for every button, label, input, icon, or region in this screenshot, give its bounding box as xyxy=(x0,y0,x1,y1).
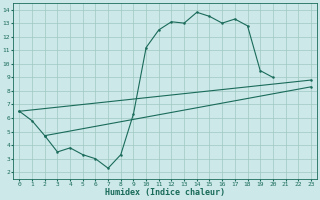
X-axis label: Humidex (Indice chaleur): Humidex (Indice chaleur) xyxy=(105,188,225,197)
